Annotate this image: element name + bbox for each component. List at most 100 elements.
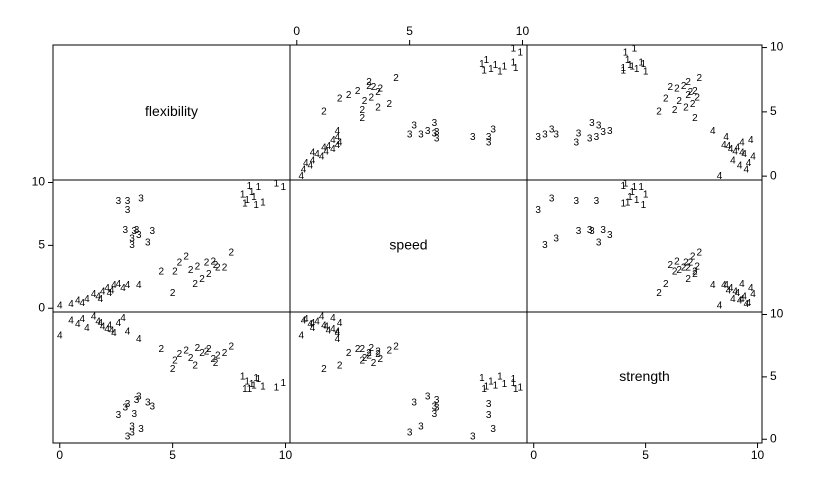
point-label: 4: [721, 140, 727, 151]
point-label: 1: [493, 60, 499, 71]
point-label: 2: [215, 350, 221, 361]
y-tick-label: 5: [770, 104, 777, 118]
point-label: 4: [95, 292, 101, 303]
point-label: 4: [107, 320, 113, 331]
point-label: 2: [393, 342, 399, 353]
point-label: 2: [375, 103, 381, 114]
point-label: 2: [170, 364, 176, 375]
point-label: 1: [274, 178, 280, 189]
point-label: 2: [199, 274, 205, 285]
point-label: 4: [735, 288, 741, 299]
point-label: 4: [80, 298, 86, 309]
point-label: 3: [116, 410, 122, 421]
point-label: 2: [676, 96, 682, 107]
point-label: 3: [131, 226, 137, 237]
variable-label: speed: [389, 237, 427, 253]
point-label: 2: [321, 364, 327, 375]
point-label: 3: [136, 230, 142, 241]
point-label: 2: [229, 248, 235, 259]
point-label: 3: [600, 225, 606, 236]
point-label: 4: [314, 317, 320, 328]
point-label: 4: [330, 135, 336, 146]
point-label: 4: [310, 318, 316, 329]
point-label: 3: [535, 132, 541, 143]
x-tick-label: 0: [56, 448, 63, 462]
point-label: 2: [359, 113, 365, 124]
point-label: 3: [490, 424, 496, 435]
point-label: 4: [319, 312, 325, 323]
point-label: 2: [667, 82, 673, 93]
point-label: 1: [244, 377, 250, 388]
x-tick-label: 10: [279, 448, 293, 462]
point-label: 4: [739, 148, 745, 159]
point-label: 3: [425, 391, 431, 402]
point-label: 4: [109, 285, 115, 296]
point-label: 4: [321, 142, 327, 153]
point-label: 2: [159, 266, 165, 277]
point-label: 4: [723, 132, 729, 143]
point-label: 4: [91, 289, 97, 300]
point-label: 4: [330, 313, 336, 324]
point-label: 3: [432, 128, 438, 139]
point-label: 1: [511, 378, 517, 389]
point-label: 3: [594, 196, 600, 207]
point-label: 2: [375, 87, 381, 98]
point-label: 1: [641, 200, 647, 211]
point-label: 1: [627, 60, 633, 71]
point-label: 4: [100, 322, 106, 333]
point-label: 1: [260, 381, 266, 392]
point-label: 1: [502, 61, 508, 72]
point-label: 1: [627, 192, 633, 203]
point-label: 4: [726, 285, 732, 296]
point-label: 2: [667, 260, 673, 271]
point-label: 3: [576, 128, 582, 139]
point-label: 2: [685, 77, 691, 88]
point-label: 2: [387, 99, 393, 110]
variable-label: flexibility: [145, 103, 198, 119]
point-label: 1: [253, 200, 259, 211]
point-label: 3: [425, 126, 431, 137]
point-label: 3: [131, 409, 137, 420]
point-label: 1: [479, 373, 485, 384]
point-label: 3: [125, 205, 131, 216]
point-label: 3: [470, 132, 476, 143]
point-label: 2: [222, 348, 228, 359]
point-label: 4: [80, 314, 86, 325]
point-label: 4: [326, 325, 332, 336]
point-label: 2: [378, 354, 384, 365]
point-label: 4: [735, 142, 741, 153]
point-label: 2: [206, 269, 212, 280]
point-label: 3: [125, 399, 131, 410]
point-label: 1: [484, 55, 490, 66]
point-label: 1: [488, 377, 494, 388]
point-label: 4: [337, 318, 343, 329]
point-label: 2: [690, 251, 696, 262]
point-label: 3: [411, 121, 417, 132]
point-label: 3: [486, 399, 492, 410]
point-label: 1: [274, 383, 280, 394]
point-label: 4: [732, 146, 738, 157]
point-label: 4: [744, 299, 750, 310]
point-label: 2: [697, 73, 703, 84]
point-label: 2: [188, 353, 194, 364]
point-label: 4: [303, 314, 309, 325]
point-label: 4: [750, 151, 756, 162]
point-label: 3: [607, 230, 613, 241]
point-label: 4: [710, 126, 716, 137]
point-label: 3: [129, 240, 135, 251]
point-label: 1: [629, 61, 635, 72]
point-label: 3: [432, 401, 438, 412]
point-label: 4: [721, 280, 727, 291]
point-label: 3: [486, 410, 492, 421]
point-label: 2: [366, 348, 372, 359]
point-label: 2: [663, 94, 669, 105]
point-label: 2: [199, 348, 205, 359]
point-label: 3: [535, 205, 541, 216]
point-label: 3: [125, 196, 131, 207]
point-label: 1: [488, 64, 494, 75]
point-label: 4: [737, 160, 743, 171]
point-label: 2: [183, 251, 189, 262]
point-label: 2: [172, 266, 178, 277]
point-label: 3: [407, 130, 413, 141]
point-label: 2: [692, 86, 698, 97]
